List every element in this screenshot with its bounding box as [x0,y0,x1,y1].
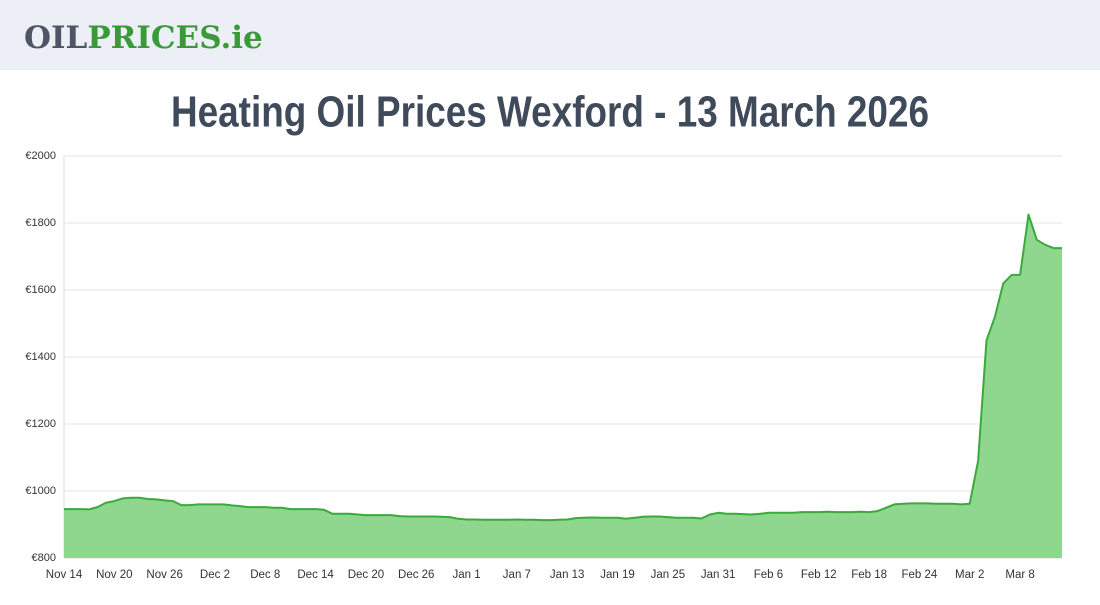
y-tick-label: €2000 [25,150,56,162]
x-tick-label: Jan 7 [503,569,531,581]
x-tick-label: Nov 14 [46,569,83,581]
y-tick-label: €1200 [25,418,56,430]
header-bar [0,0,1100,70]
line [64,213,1062,522]
x-tick-label: Nov 26 [146,569,182,581]
x-tick-label: Jan 19 [600,569,635,581]
y-tick-label: €1800 [25,217,56,229]
x-tick-label: Mar 2 [955,569,984,581]
x-tick-label: Dec 26 [398,569,434,581]
x-tick-label: Mar 8 [1005,569,1034,581]
logo-part: OIL [24,20,88,56]
x-tick-label: Feb 24 [902,569,938,581]
x-tick-label: Feb 12 [801,569,837,581]
y-tick-label: €800 [32,552,56,564]
x-tick-label: Jan 25 [651,569,686,581]
x-tick-label: Dec 14 [297,569,334,581]
x-tick-label: Dec 2 [200,569,230,581]
y-tick-label: €1600 [25,284,56,296]
x-tick-label: Jan 13 [550,569,585,581]
x-tick-label: Dec 8 [250,569,280,581]
x-tick-label: Feb 6 [754,569,783,581]
x-tick-label: Feb 18 [851,569,887,581]
y-tick-label: €1000 [25,485,56,497]
x-tick-label: Jan 1 [452,569,480,581]
logo-part: PRICES.ie [87,20,262,56]
x-tick-label: Jan 31 [701,569,736,581]
x-tick-label: Dec 20 [348,569,384,581]
logo[interactable]: OILPRICES.ie [24,20,263,56]
area [64,214,1062,558]
chart-title: Heating Oil Prices Wexford - 13 March 20… [171,88,929,137]
y-tick-label: €1400 [25,351,56,363]
x-tick-label: Nov 20 [96,569,132,581]
